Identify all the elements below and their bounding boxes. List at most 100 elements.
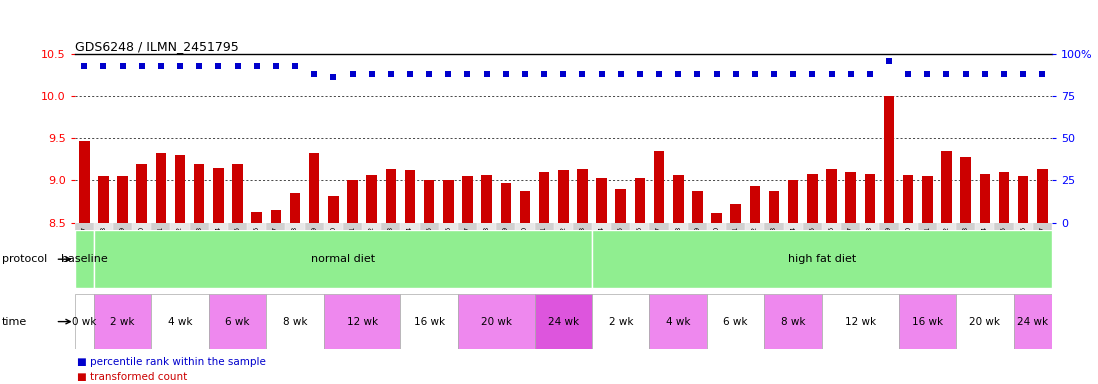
Bar bbox=[845, 172, 856, 223]
Bar bbox=[650, 223, 669, 288]
Point bbox=[956, 71, 974, 77]
Text: 6 wk: 6 wk bbox=[225, 316, 249, 327]
Text: GSM994796: GSM994796 bbox=[254, 226, 260, 270]
Point bbox=[727, 71, 744, 77]
Bar bbox=[228, 223, 247, 288]
Point bbox=[919, 71, 937, 77]
Point bbox=[362, 71, 380, 77]
Bar bbox=[822, 294, 898, 349]
Bar bbox=[209, 294, 267, 349]
Text: 4 wk: 4 wk bbox=[168, 316, 192, 327]
Bar bbox=[612, 223, 630, 288]
Text: GSM994820: GSM994820 bbox=[714, 226, 719, 270]
Bar bbox=[841, 223, 860, 288]
Bar bbox=[879, 223, 898, 288]
Point bbox=[228, 63, 246, 69]
Bar bbox=[573, 223, 592, 288]
Bar bbox=[93, 294, 152, 349]
Point bbox=[459, 71, 477, 77]
Text: ■ transformed count: ■ transformed count bbox=[77, 372, 187, 382]
Bar bbox=[477, 223, 496, 288]
Text: GSM994814: GSM994814 bbox=[598, 226, 605, 270]
Bar bbox=[592, 294, 650, 349]
Bar bbox=[343, 223, 362, 288]
Bar bbox=[1013, 294, 1052, 349]
Point bbox=[287, 63, 304, 69]
Text: GSM994824: GSM994824 bbox=[791, 226, 796, 270]
Bar bbox=[285, 223, 304, 288]
Bar bbox=[535, 223, 553, 288]
Bar bbox=[328, 196, 338, 223]
Bar bbox=[213, 168, 224, 223]
Bar bbox=[79, 141, 90, 223]
Point bbox=[325, 74, 343, 81]
Text: GSM994797: GSM994797 bbox=[273, 226, 279, 270]
Bar bbox=[98, 176, 109, 223]
Point bbox=[76, 63, 93, 69]
Text: 16 wk: 16 wk bbox=[911, 316, 943, 327]
Bar bbox=[650, 294, 707, 349]
Text: GSM994823: GSM994823 bbox=[771, 226, 777, 270]
Bar bbox=[117, 176, 127, 223]
Bar bbox=[999, 172, 1009, 223]
Text: 6 wk: 6 wk bbox=[724, 316, 748, 327]
Point bbox=[573, 71, 591, 77]
Text: GSM994791: GSM994791 bbox=[158, 226, 164, 270]
Text: GSM994830: GSM994830 bbox=[905, 226, 911, 270]
Text: GDS6248 / ILMN_2451795: GDS6248 / ILMN_2451795 bbox=[75, 40, 238, 53]
Bar bbox=[616, 189, 626, 223]
Bar bbox=[424, 180, 435, 223]
Text: 8 wk: 8 wk bbox=[283, 316, 307, 327]
Bar bbox=[501, 183, 511, 223]
Bar bbox=[692, 192, 703, 223]
Bar bbox=[93, 223, 113, 288]
Point bbox=[593, 71, 610, 77]
Bar bbox=[730, 204, 741, 223]
Text: GSM994816: GSM994816 bbox=[637, 226, 643, 270]
Bar bbox=[75, 223, 93, 288]
Point bbox=[305, 71, 323, 77]
Bar bbox=[769, 192, 780, 223]
Bar bbox=[918, 223, 937, 288]
Point bbox=[995, 71, 1012, 77]
Point bbox=[842, 71, 860, 77]
Text: ■ percentile rank within the sample: ■ percentile rank within the sample bbox=[77, 358, 266, 367]
Point bbox=[881, 58, 898, 64]
Bar bbox=[707, 223, 726, 288]
Bar bbox=[458, 294, 535, 349]
Text: GSM994794: GSM994794 bbox=[215, 226, 222, 270]
Bar bbox=[324, 223, 343, 288]
Bar bbox=[635, 178, 646, 223]
Bar bbox=[653, 151, 664, 223]
Bar bbox=[1033, 223, 1052, 288]
Bar bbox=[922, 176, 932, 223]
Text: GSM994803: GSM994803 bbox=[388, 226, 394, 270]
Bar bbox=[898, 223, 918, 288]
Text: GSM994813: GSM994813 bbox=[580, 226, 585, 270]
Bar bbox=[898, 294, 956, 349]
Point bbox=[708, 71, 726, 77]
Text: GSM994836: GSM994836 bbox=[1020, 226, 1027, 270]
Bar bbox=[290, 193, 300, 223]
Text: GSM994833: GSM994833 bbox=[963, 226, 968, 270]
Bar bbox=[535, 294, 592, 349]
Bar bbox=[937, 223, 956, 288]
Bar bbox=[156, 152, 166, 223]
Text: baseline: baseline bbox=[60, 254, 108, 264]
Text: 24 wk: 24 wk bbox=[1017, 316, 1049, 327]
Text: GSM994806: GSM994806 bbox=[446, 226, 451, 270]
Text: GSM994789: GSM994789 bbox=[120, 226, 125, 270]
Bar bbox=[190, 223, 209, 288]
Bar bbox=[519, 192, 530, 223]
Bar bbox=[419, 223, 439, 288]
Bar bbox=[827, 169, 837, 223]
Bar bbox=[788, 180, 798, 223]
Bar bbox=[170, 223, 190, 288]
Bar bbox=[1018, 176, 1029, 223]
Text: GSM994835: GSM994835 bbox=[1001, 226, 1007, 270]
Bar bbox=[764, 294, 822, 349]
Text: GSM994802: GSM994802 bbox=[369, 226, 374, 270]
Point bbox=[421, 71, 438, 77]
Point bbox=[688, 71, 706, 77]
Bar bbox=[481, 175, 492, 223]
